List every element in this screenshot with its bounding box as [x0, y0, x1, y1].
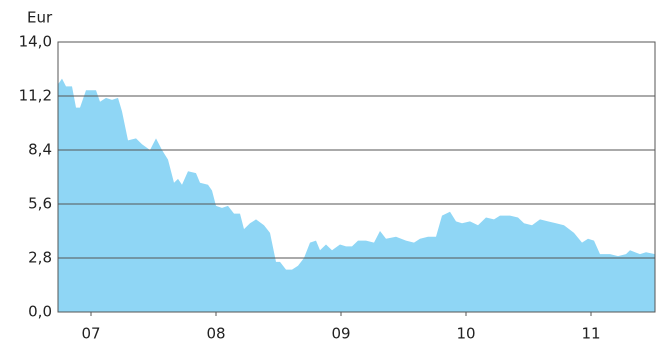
y-tick-label: 2,8 [28, 249, 52, 267]
plot-frame [57, 41, 656, 313]
x-tick-label: 07 [81, 325, 100, 343]
price-area [58, 78, 655, 313]
x-tick-label: 09 [331, 325, 350, 343]
y-tick-label: 8,4 [28, 141, 52, 159]
y-tick-label: 14,0 [19, 33, 52, 51]
x-tick-label: 08 [206, 325, 225, 343]
x-tick-label: 11 [581, 325, 600, 343]
y-tick-label: 0,0 [28, 303, 52, 321]
y-axis-unit: Eur [27, 9, 53, 27]
y-tick-label: 11,2 [19, 87, 52, 105]
x-tick-label: 10 [456, 325, 475, 343]
y-tick-label: 5,6 [28, 195, 52, 213]
